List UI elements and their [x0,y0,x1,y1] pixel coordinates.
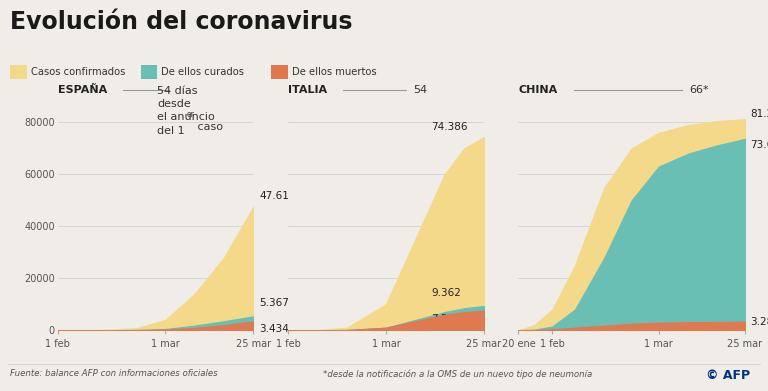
Text: 7.503: 7.503 [431,314,461,324]
Text: 54 días
desde
el anuncio
del 1: 54 días desde el anuncio del 1 [157,86,215,136]
Text: De ellos muertos: De ellos muertos [292,67,376,77]
Text: © AFP: © AFP [707,369,750,382]
Text: 81.218: 81.218 [750,109,768,119]
Text: 73.650: 73.650 [750,140,768,149]
Text: De ellos curados: De ellos curados [161,67,244,77]
Text: 3.281: 3.281 [750,317,768,327]
Text: Casos confirmados: Casos confirmados [31,67,125,77]
Text: caso: caso [194,122,223,133]
Text: ESPAÑA: ESPAÑA [58,85,107,95]
Text: CHINA: CHINA [518,85,558,95]
Text: 47.610: 47.610 [259,191,296,201]
Text: *desde la notificación a la OMS de un nuevo tipo de neumonía: *desde la notificación a la OMS de un nu… [323,369,592,379]
Text: Fuente: balance AFP con informaciones oficiales: Fuente: balance AFP con informaciones of… [10,369,217,378]
Bar [141,65,157,79]
Text: 54: 54 [413,85,427,95]
Text: 9.362: 9.362 [431,288,461,298]
Text: ITALIA: ITALIA [288,85,327,95]
Text: Evolución del coronavirus: Evolución del coronavirus [10,10,353,34]
Text: 66*: 66* [689,85,709,95]
Bar [271,65,288,79]
Text: 5.367: 5.367 [259,298,289,308]
Bar [10,65,27,79]
Text: 74.386: 74.386 [431,122,468,131]
Text: 3.434: 3.434 [259,324,289,334]
Text: er: er [187,110,194,119]
